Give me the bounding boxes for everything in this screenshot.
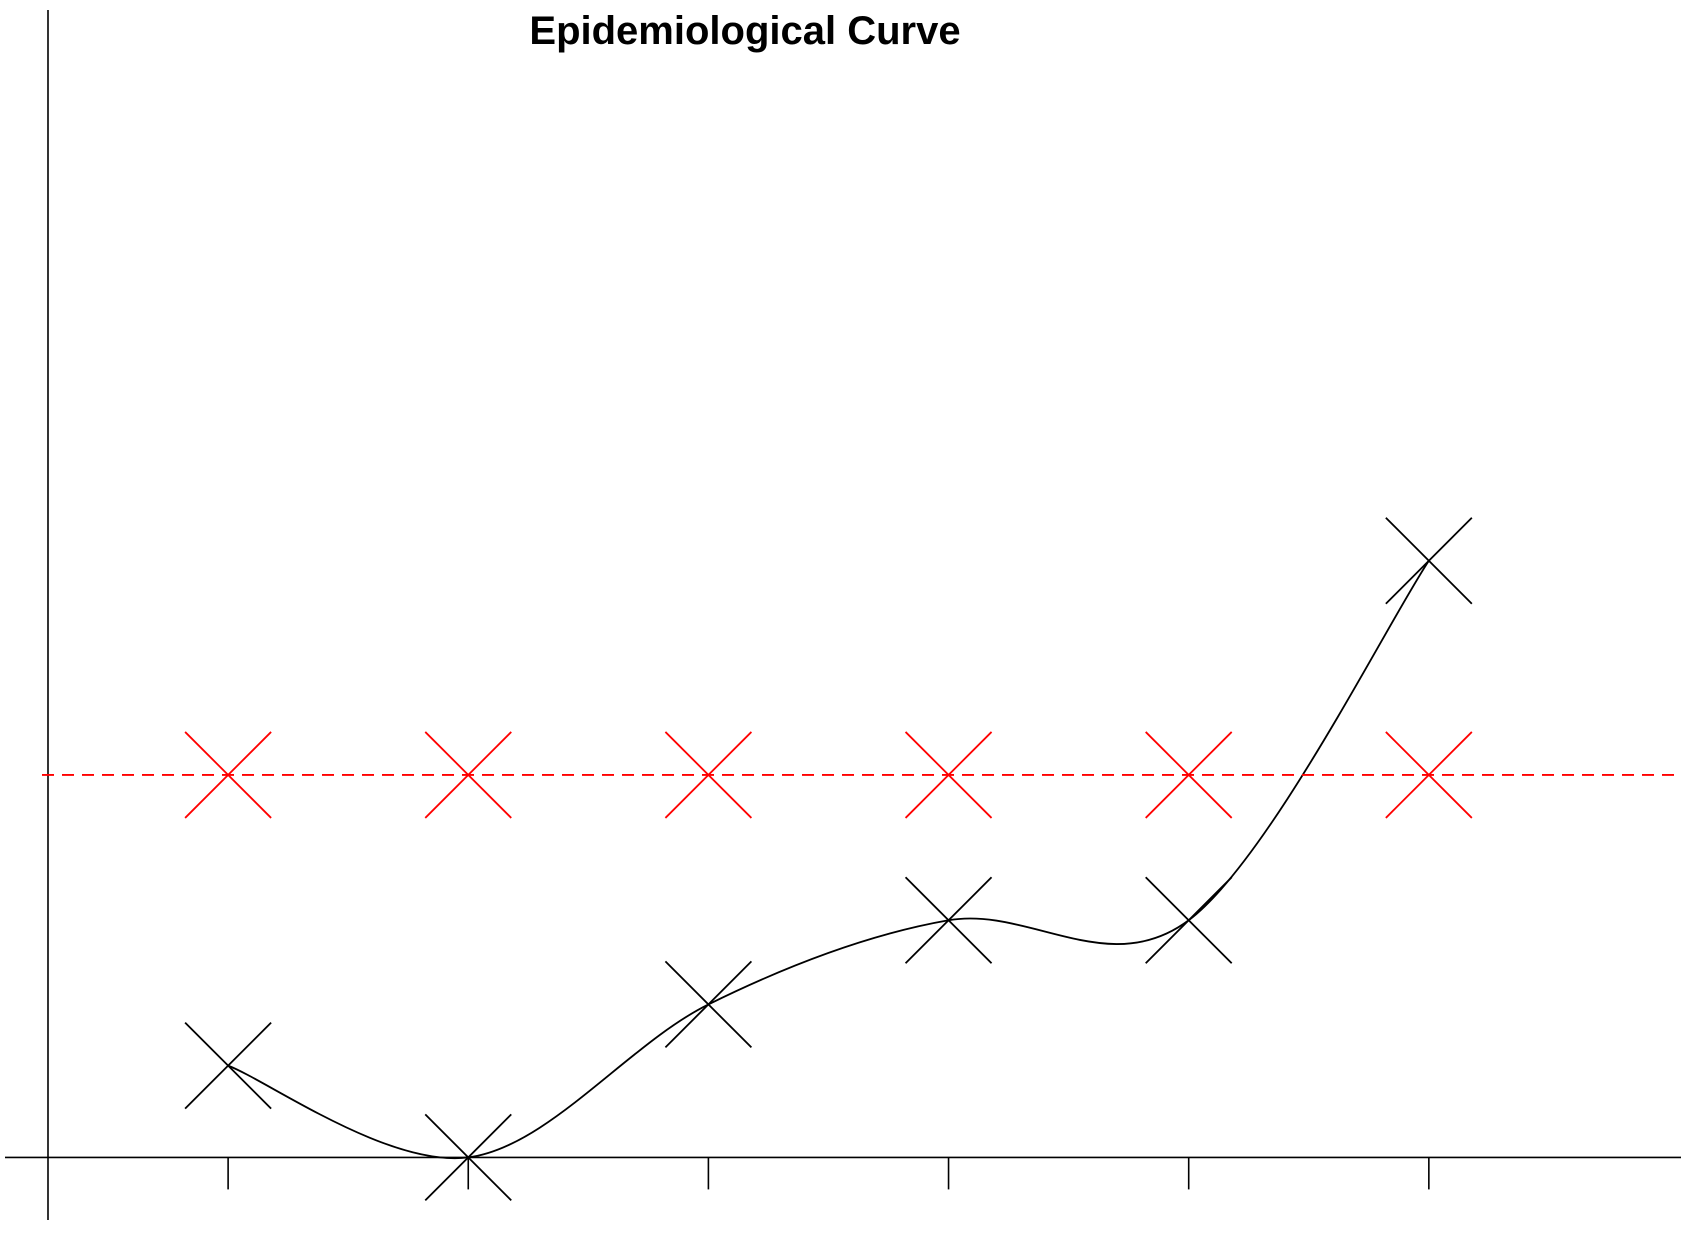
series-1-point <box>424 1113 512 1202</box>
series-layer <box>42 517 1681 1202</box>
series-1-marker-stroke <box>424 1113 512 1202</box>
series-1-marker-stroke <box>184 1021 272 1110</box>
series-2-point <box>1385 731 1473 819</box>
series-2-point <box>664 731 753 819</box>
series-2-point <box>424 731 512 819</box>
chart-title: Epidemiological Curve <box>529 9 960 53</box>
series-1-marker-stroke <box>1385 517 1473 605</box>
series-2-point <box>184 731 272 819</box>
series-2-marker-stroke <box>1385 731 1473 819</box>
series-2-marker-stroke <box>1145 731 1233 819</box>
series-1-marker-stroke <box>664 960 753 1049</box>
series-2-point <box>1145 731 1233 819</box>
series-2-marker-stroke <box>424 731 512 819</box>
series-1-point <box>664 960 753 1049</box>
series-1-point <box>1145 876 1233 964</box>
series-2-marker-stroke <box>664 731 753 819</box>
series-1-point <box>1385 517 1473 605</box>
series-1-marker-stroke <box>904 876 993 964</box>
series-1-marker-stroke <box>1145 876 1233 964</box>
series-1-line <box>227 560 1430 1160</box>
series-1-point <box>904 876 993 964</box>
series-2-point <box>904 731 993 819</box>
series-2-marker-stroke <box>904 731 993 819</box>
series-2-marker-stroke <box>184 731 272 819</box>
axes <box>5 10 1681 1220</box>
series-1-point <box>184 1021 272 1110</box>
